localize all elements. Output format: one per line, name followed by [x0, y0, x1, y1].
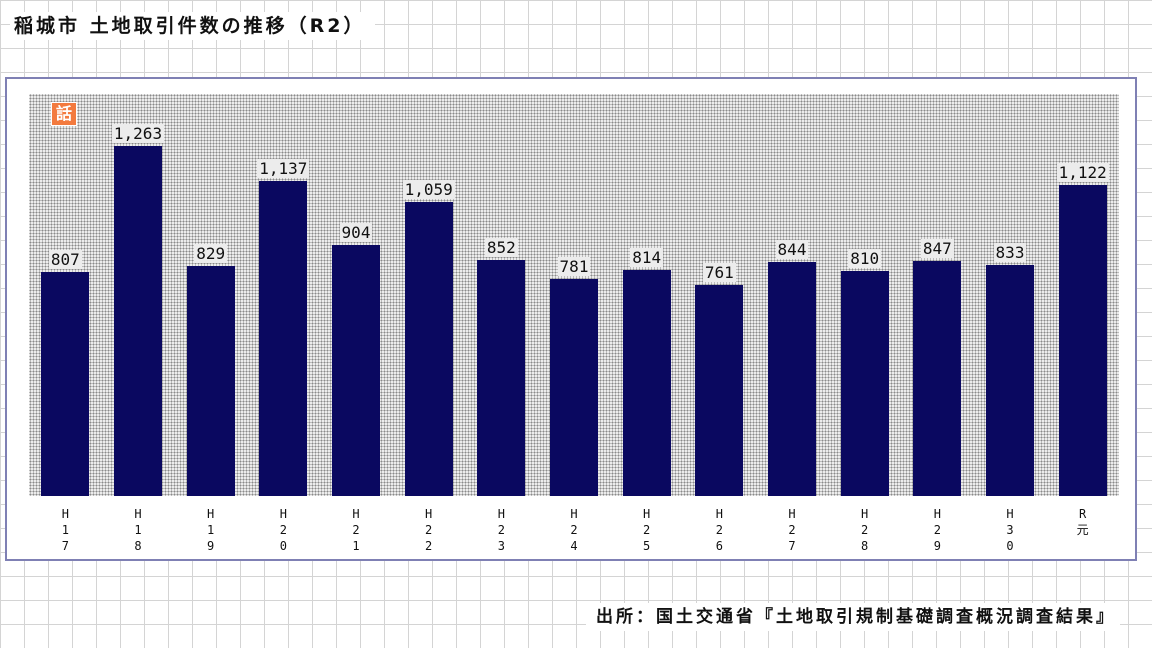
- x-tick-label-H19: H 1 9: [207, 507, 215, 553]
- bar-H20: [259, 180, 308, 496]
- x-tick-label-H23: H 2 3: [497, 507, 505, 553]
- bar-H25: [622, 270, 671, 496]
- bar-H30: [986, 265, 1034, 496]
- x-tick-label-H18: H 1 8: [134, 507, 142, 553]
- speech-badge-icon: 話: [51, 102, 77, 126]
- bar-H28: [840, 271, 889, 496]
- value-label-H23: 852: [484, 237, 518, 257]
- x-tick-label-R元: R 元: [1076, 507, 1089, 537]
- value-label-H20: 1,137: [257, 158, 310, 178]
- value-label-H25: 814: [630, 248, 664, 268]
- value-label-H17: 807: [48, 250, 82, 270]
- value-label-H29: 847: [920, 239, 954, 259]
- value-label-H24: 781: [557, 257, 591, 277]
- bar-H17: [41, 272, 90, 496]
- x-tick-label-H20: H 2 0: [279, 507, 287, 553]
- bar-H22: [404, 202, 453, 496]
- x-tick-label-H22: H 2 2: [425, 507, 433, 553]
- source-note: 出所：国土交通省『土地取引規制基礎調査概況調査結果』: [586, 603, 1120, 631]
- x-tick-label-H28: H 2 8: [861, 507, 869, 553]
- value-label-R元: 1,122: [1056, 162, 1109, 182]
- x-tick-label-H26: H 2 6: [715, 507, 723, 553]
- value-label-H18: 1,263: [111, 123, 165, 143]
- x-tick-label-H30: H 3 0: [1006, 507, 1014, 553]
- bar-H18: [114, 145, 162, 496]
- x-tick-label-H27: H 2 7: [788, 507, 796, 553]
- x-tick-label-H17: H 1 7: [61, 507, 69, 553]
- value-label-H30: 833: [993, 243, 1027, 263]
- x-tick-label-H24: H 2 4: [570, 507, 578, 553]
- chart-title: 稲城市 土地取引件数の推移（R2）: [10, 12, 376, 40]
- value-label-H26: 761: [702, 263, 736, 283]
- value-label-H22: 1,059: [402, 180, 455, 200]
- bar-H19: [186, 266, 235, 496]
- value-label-H21: 904: [339, 223, 373, 243]
- bar-H23: [477, 259, 526, 496]
- value-label-H27: 844: [775, 240, 809, 259]
- x-tick-label-H25: H 2 5: [643, 507, 651, 553]
- bar-H26: [695, 285, 744, 496]
- bar-R元: [1058, 184, 1107, 496]
- plot-area: 話 807 1,263 829 1,137 904 1,059 852 781 814 761 84…: [29, 94, 1119, 496]
- bar-H21: [332, 245, 380, 496]
- bar-H24: [550, 279, 598, 496]
- chart-frame: 話 807 1,263 829 1,137 904 1,059 852 781 814 761 84…: [5, 77, 1137, 561]
- x-tick-label-H29: H 2 9: [933, 507, 941, 553]
- bar-H29: [913, 261, 962, 496]
- x-tick-label-H21: H 2 1: [352, 507, 360, 553]
- value-label-H19: 829: [194, 244, 228, 264]
- value-label-H28: 810: [848, 249, 882, 269]
- bar-H27: [768, 262, 816, 496]
